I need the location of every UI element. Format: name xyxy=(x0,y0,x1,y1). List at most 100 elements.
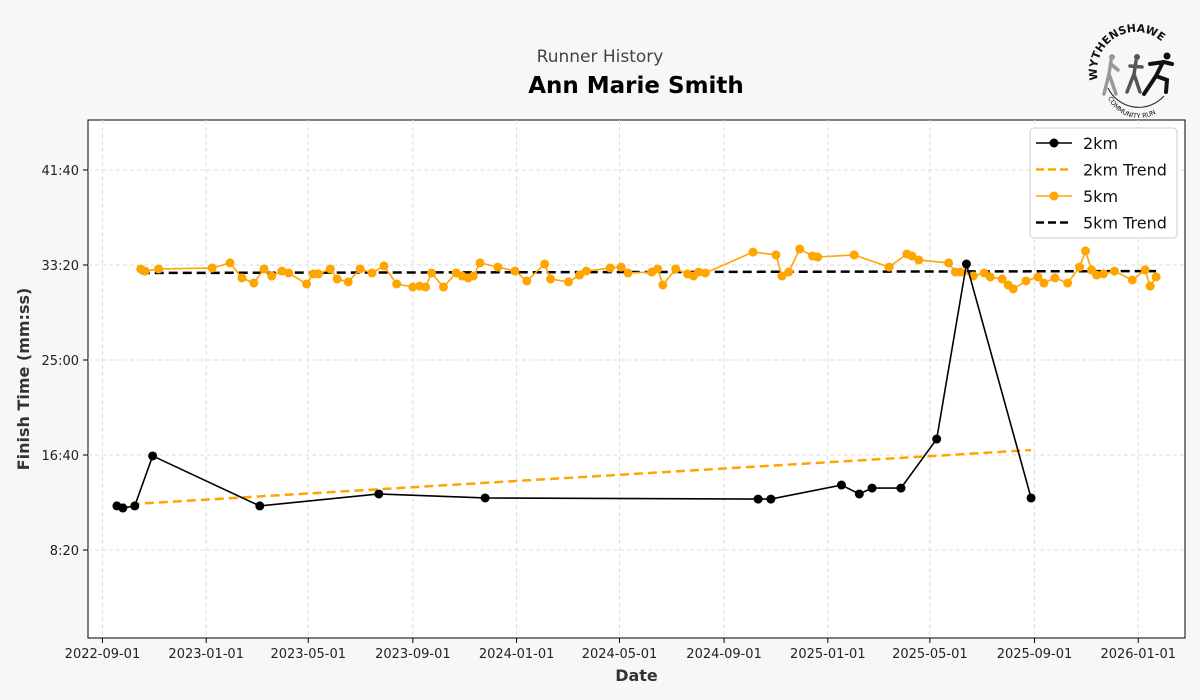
data-point-5km xyxy=(277,266,287,276)
data-point-2km xyxy=(480,493,490,503)
data-point-2km xyxy=(753,494,763,504)
data-point-5km xyxy=(777,271,787,281)
data-point-5km xyxy=(653,264,663,274)
data-point-5km xyxy=(468,271,478,281)
data-point-5km xyxy=(302,279,312,289)
data-point-5km xyxy=(849,250,859,260)
data-point-5km xyxy=(623,268,633,278)
data-point-5km xyxy=(225,258,235,268)
data-point-5km xyxy=(914,255,924,265)
data-point-2km xyxy=(374,489,384,499)
legend-item-5km-trend: 5km Trend xyxy=(1036,214,1167,233)
legend-label: 5km xyxy=(1083,187,1118,206)
data-point-5km xyxy=(249,278,259,288)
data-point-5km xyxy=(259,264,269,274)
x-tick-label: 2025-09-01 xyxy=(997,647,1073,662)
data-point-5km xyxy=(207,263,217,273)
data-point-5km xyxy=(1033,272,1043,282)
legend-marker xyxy=(1049,191,1059,201)
data-point-5km xyxy=(546,274,556,284)
data-point-2km xyxy=(896,483,906,493)
legend-item-2km-trend: 2km Trend xyxy=(1036,161,1167,180)
data-point-5km xyxy=(1050,273,1060,283)
data-point-5km xyxy=(1039,278,1049,288)
x-tick-label: 2023-09-01 xyxy=(375,647,451,662)
legend-marker xyxy=(1049,138,1059,148)
data-point-5km xyxy=(343,277,353,287)
data-point-5km xyxy=(1140,265,1150,275)
x-tick-label: 2023-01-01 xyxy=(168,647,244,662)
data-point-5km xyxy=(1109,266,1119,276)
data-point-5km xyxy=(1021,276,1031,286)
data-point-5km xyxy=(493,262,503,272)
data-point-5km xyxy=(1145,281,1155,291)
data-point-5km xyxy=(313,269,323,279)
legend-label: 5km Trend xyxy=(1083,214,1167,233)
x-tick-label: 2025-01-01 xyxy=(790,647,866,662)
legend-item-2km: 2km xyxy=(1036,134,1118,153)
data-point-5km xyxy=(1008,284,1018,294)
data-point-5km xyxy=(1092,270,1102,280)
x-tick-label: 2024-09-01 xyxy=(686,647,762,662)
legend-label: 2km xyxy=(1083,134,1118,153)
data-point-5km xyxy=(1151,272,1161,282)
data-point-5km xyxy=(540,259,550,269)
y-tick-label: 8:20 xyxy=(50,544,79,559)
y-tick-label: 33:20 xyxy=(42,259,79,274)
data-point-5km xyxy=(813,252,823,262)
data-point-5km xyxy=(392,279,402,289)
data-point-5km xyxy=(944,258,954,268)
data-point-2km xyxy=(148,451,158,461)
x-axis-label: Date xyxy=(615,666,658,685)
data-point-5km xyxy=(997,274,1007,284)
data-point-5km xyxy=(907,251,917,261)
data-point-5km xyxy=(563,277,573,287)
series-5km xyxy=(136,244,1161,294)
data-point-5km xyxy=(379,261,389,271)
data-point-5km xyxy=(575,270,585,280)
data-point-5km xyxy=(1127,275,1137,285)
data-point-5km xyxy=(748,247,758,257)
data-point-5km xyxy=(1081,246,1091,256)
data-point-5km xyxy=(510,266,520,276)
data-point-5km xyxy=(475,258,485,268)
x-tick-label: 2024-01-01 xyxy=(479,647,555,662)
data-point-5km xyxy=(438,282,448,292)
plot-area xyxy=(87,119,1186,639)
x-tick-label: 2024-05-01 xyxy=(582,647,658,662)
data-point-5km xyxy=(616,262,626,272)
legend-item-5km: 5km xyxy=(1036,187,1118,206)
data-point-5km xyxy=(884,262,894,272)
series-2km-trend xyxy=(116,448,1032,507)
legend: 2km 2km Trend 5km 5km Trend xyxy=(1029,127,1178,239)
y-axis-label: Finish Time (mm:ss) xyxy=(14,288,33,471)
data-point-5km xyxy=(267,271,277,281)
x-tick-label: 2022-09-01 xyxy=(65,647,141,662)
data-point-2km xyxy=(836,480,846,490)
data-point-5km xyxy=(1063,278,1073,288)
y-tick-label: 25:00 xyxy=(42,354,79,369)
data-point-5km xyxy=(694,267,704,277)
data-point-5km xyxy=(522,276,532,286)
data-point-2km xyxy=(766,494,776,504)
club-logo: WYTHENSHAWE COMMUNITY RUN xyxy=(1087,22,1174,120)
data-point-5km xyxy=(985,272,995,282)
data-point-2km xyxy=(961,259,971,269)
data-point-5km xyxy=(408,282,418,292)
data-point-2km xyxy=(867,483,877,493)
data-point-5km xyxy=(284,268,294,278)
data-point-2km xyxy=(854,489,864,499)
legend-box xyxy=(1029,127,1178,239)
data-point-5km xyxy=(795,244,805,254)
data-point-2km xyxy=(255,501,265,511)
series-2km xyxy=(112,259,1036,513)
data-point-2km xyxy=(118,503,128,513)
y-tick-label: 16:40 xyxy=(42,449,79,464)
data-point-5km xyxy=(332,274,342,284)
data-point-5km xyxy=(784,267,794,277)
data-point-5km xyxy=(581,266,591,276)
trend-line-2km-trend xyxy=(116,448,1032,507)
x-tick-label: 2025-05-01 xyxy=(892,647,968,662)
data-point-5km xyxy=(955,267,965,277)
